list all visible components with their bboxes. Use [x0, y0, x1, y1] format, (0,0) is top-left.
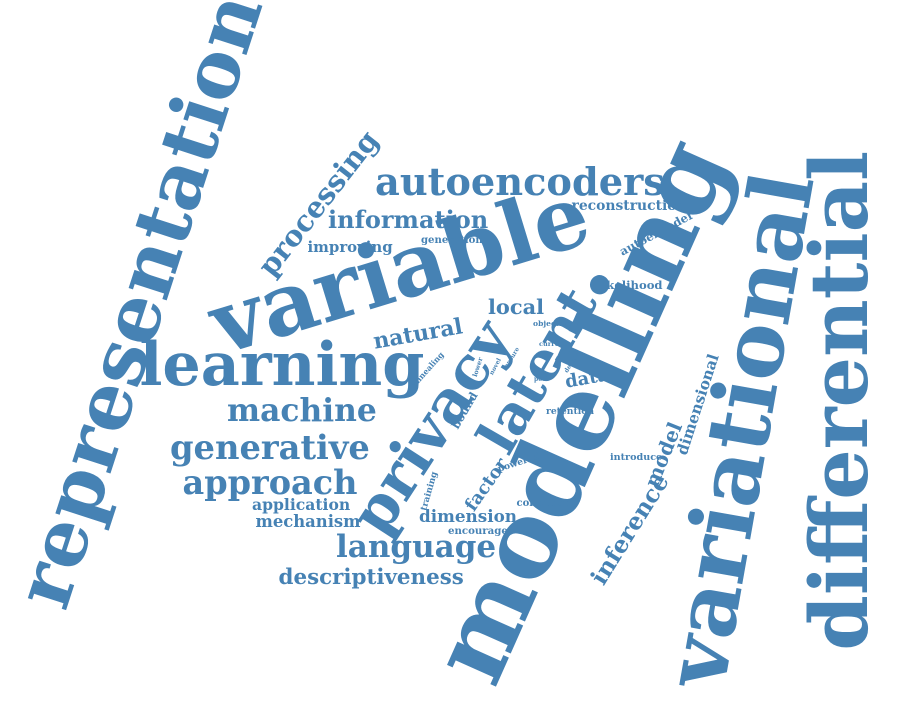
- word-dimension: dimension: [419, 505, 517, 526]
- word-collection: collection: [516, 498, 572, 509]
- word-information: information: [328, 205, 489, 234]
- word-improving: improving: [307, 237, 393, 256]
- word-descriptiveness: descriptiveness: [278, 564, 464, 590]
- word-encourage: encourage: [448, 525, 508, 537]
- word-learning: learning: [139, 329, 425, 400]
- word-mechanism: mechanism: [255, 512, 361, 531]
- word-current: current: [539, 339, 567, 348]
- word-reconstruction: reconstruction: [571, 198, 687, 214]
- word-language: language: [336, 528, 497, 565]
- word-generative: generative: [170, 427, 370, 467]
- word-retention: retention: [546, 405, 594, 417]
- word-pool: pool: [534, 376, 549, 383]
- word-likelihood: likelihood: [597, 278, 663, 292]
- word-objective: objective: [533, 319, 572, 328]
- word-local: local: [488, 293, 545, 319]
- word-autoencoders: autoencoders: [375, 160, 665, 205]
- word-application: application: [252, 495, 351, 514]
- word-approach: approach: [182, 463, 358, 502]
- word-generation: generation: [421, 235, 483, 246]
- word-machine: machine: [227, 392, 377, 429]
- word-introduce: introduce: [610, 452, 663, 463]
